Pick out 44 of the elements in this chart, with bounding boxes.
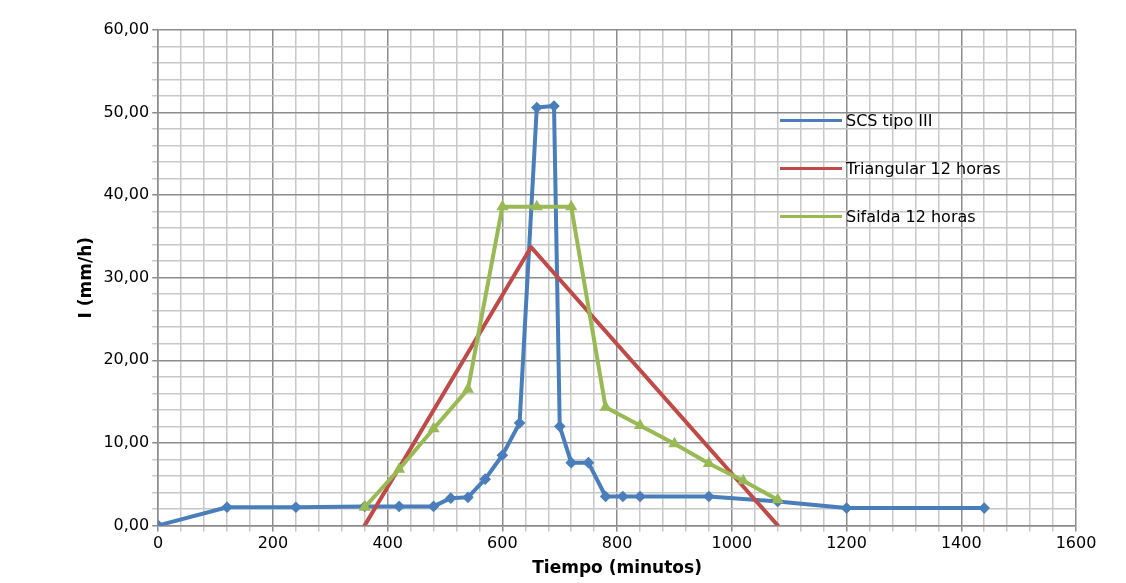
y-tick-label: 40,00 bbox=[103, 184, 150, 204]
point bbox=[445, 493, 456, 504]
x-axis-title: Tiempo (minutos) bbox=[532, 557, 702, 578]
point bbox=[583, 457, 594, 468]
point bbox=[394, 501, 405, 512]
x-tick-label: 200 bbox=[257, 533, 289, 553]
point bbox=[600, 491, 611, 502]
point bbox=[222, 502, 233, 513]
y-tick-label: 0,00 bbox=[113, 514, 150, 534]
point bbox=[428, 423, 439, 433]
point bbox=[617, 491, 628, 502]
x-tick-label: 600 bbox=[487, 533, 518, 553]
y-tick-label: 60,00 bbox=[103, 19, 150, 39]
y-axis-title: I (mm/h) bbox=[74, 236, 95, 319]
point bbox=[549, 100, 559, 111]
point bbox=[428, 501, 439, 512]
point bbox=[737, 473, 748, 485]
point bbox=[531, 199, 543, 211]
point bbox=[514, 418, 525, 429]
point bbox=[668, 436, 680, 448]
x-tick-label: 0 bbox=[153, 533, 164, 553]
point bbox=[566, 457, 577, 468]
x-tick-label: 1000 bbox=[711, 533, 753, 553]
point bbox=[290, 502, 301, 513]
y-tick-label: 50,00 bbox=[103, 101, 150, 121]
x-tick-label: 1200 bbox=[826, 533, 867, 553]
point bbox=[462, 492, 473, 503]
point bbox=[554, 421, 565, 432]
x-tick-label: 800 bbox=[601, 533, 633, 553]
legend-label: Sifalda 12 horas bbox=[846, 206, 976, 226]
point bbox=[497, 450, 508, 461]
y-tick-label: 30,00 bbox=[103, 266, 150, 286]
x-tick-label: 400 bbox=[372, 533, 403, 553]
point bbox=[480, 474, 491, 485]
x-tick-label: 1400 bbox=[940, 533, 982, 553]
point bbox=[979, 503, 990, 514]
y-tick-label: 20,00 bbox=[103, 349, 150, 369]
y-tick-label: 10,00 bbox=[103, 431, 150, 451]
legend-label: SCS tipo III bbox=[846, 110, 933, 130]
legend-label: Triangular 12 horas bbox=[846, 158, 1001, 178]
point bbox=[841, 503, 852, 514]
point bbox=[531, 102, 542, 113]
x-tick-label: 1600 bbox=[1055, 533, 1097, 553]
point bbox=[703, 491, 714, 502]
